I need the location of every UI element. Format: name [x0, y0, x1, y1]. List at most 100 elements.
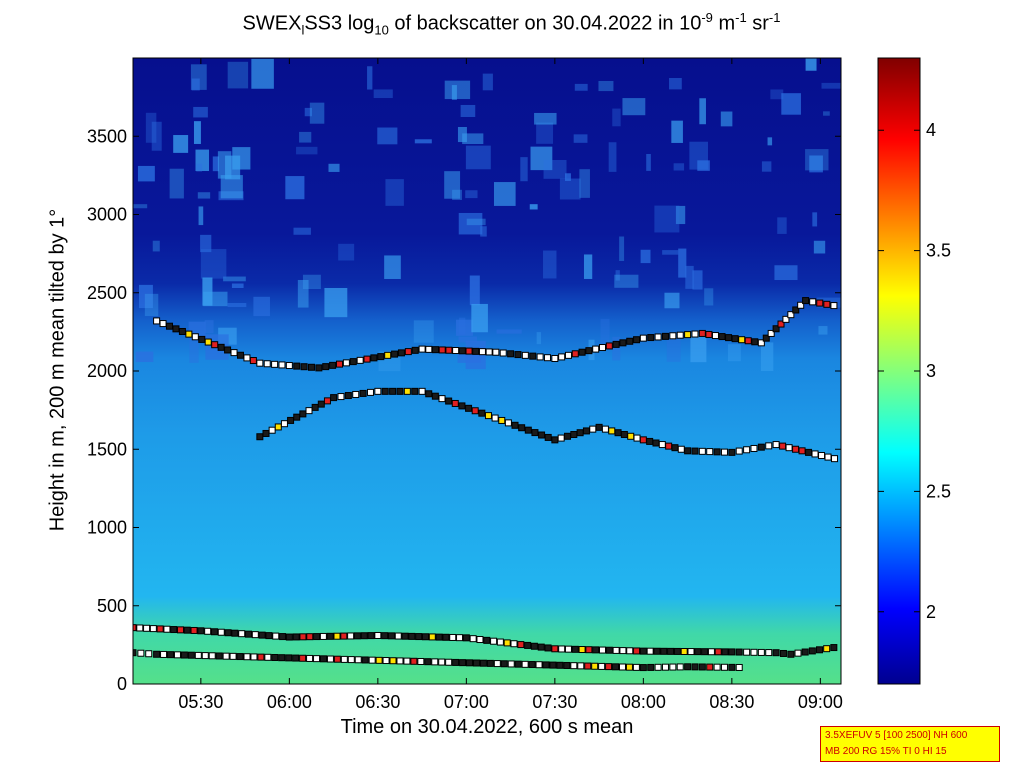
layer-marker: [329, 361, 337, 369]
layer-marker: [626, 337, 634, 345]
layer-marker: [633, 434, 641, 442]
backscatter-patch: [671, 120, 683, 143]
layer-marker: [535, 661, 543, 669]
backscatter-patch: [685, 265, 694, 289]
layer-marker: [374, 387, 382, 395]
layer-marker: [831, 455, 839, 463]
backscatter-patch: [761, 161, 772, 172]
layer-marker: [490, 637, 498, 645]
layer-marker: [537, 643, 545, 651]
y-tick-label: 1000: [87, 518, 127, 538]
layer-marker: [438, 346, 446, 354]
layer-marker: [133, 649, 137, 657]
layer-marker: [792, 445, 800, 453]
layer-marker: [229, 652, 237, 660]
layer-marker: [493, 660, 501, 668]
layer-marker: [387, 632, 395, 640]
layer-marker: [435, 633, 443, 641]
layer-marker: [504, 419, 512, 427]
layer-marker: [735, 663, 743, 671]
layer-marker: [728, 648, 736, 656]
layer-marker: [285, 654, 293, 662]
layer-marker: [691, 663, 699, 671]
layer-marker: [353, 632, 361, 640]
layer-marker: [178, 327, 186, 335]
layer-marker: [524, 641, 532, 649]
layer-marker: [360, 632, 368, 640]
layer-marker: [725, 334, 733, 342]
colorbar-tick-label: 3.5: [926, 241, 951, 261]
layer-marker: [536, 353, 544, 361]
backscatter-patch: [573, 134, 588, 143]
backscatter-patch: [619, 236, 625, 261]
backscatter-patch: [251, 58, 274, 89]
layer-marker: [173, 651, 181, 659]
layer-marker: [201, 652, 209, 660]
layer-marker: [612, 663, 620, 671]
colorbar-tick-label: 2.5: [926, 481, 951, 501]
backscatter-patch: [777, 217, 787, 234]
layer-marker: [210, 628, 218, 636]
backscatter-patch: [231, 283, 244, 289]
layer-marker: [698, 329, 706, 337]
backscatter-patch: [203, 291, 228, 307]
layer-marker: [605, 663, 613, 671]
layer-marker: [707, 648, 715, 656]
layer-marker: [818, 452, 826, 460]
backscatter-patch: [465, 145, 491, 170]
layer-marker: [639, 334, 647, 342]
layer-marker: [500, 660, 508, 668]
layer-marker: [363, 355, 371, 363]
layer-marker: [661, 332, 669, 340]
layer-marker: [667, 647, 675, 655]
layer-marker: [293, 413, 301, 421]
layer-marker: [336, 360, 343, 368]
backscatter-patch: [253, 296, 270, 317]
layer-marker: [367, 632, 375, 640]
backscatter-patch: [471, 303, 488, 333]
layer-marker: [676, 663, 684, 671]
layer-marker: [478, 348, 486, 356]
backscatter-patch: [223, 276, 246, 282]
backscatter-patch: [460, 104, 476, 118]
layer-marker: [198, 335, 206, 343]
layer-marker: [570, 662, 578, 670]
layer-marker: [347, 656, 355, 664]
layer-marker: [738, 336, 746, 344]
layer-marker: [217, 628, 225, 636]
layer-marker: [779, 649, 787, 657]
layer-marker: [498, 416, 506, 424]
backscatter-patch: [138, 284, 153, 309]
layer-marker: [417, 657, 425, 665]
layer-marker: [183, 626, 191, 634]
layer-marker: [714, 648, 722, 656]
backscatter-patch: [444, 171, 461, 199]
layer-marker: [647, 334, 655, 342]
layer-marker: [514, 660, 522, 668]
x-tick-label: 08:30: [709, 692, 754, 712]
layer-marker: [476, 636, 484, 644]
layer-marker: [258, 631, 266, 639]
layer-marker: [354, 656, 362, 664]
layer-marker: [404, 348, 412, 356]
layer-marker: [285, 362, 293, 370]
layer-marker: [326, 655, 334, 663]
layer-marker: [249, 357, 257, 365]
backscatter-patch: [530, 146, 553, 171]
backscatter-patch: [220, 175, 243, 199]
layer-marker: [647, 663, 655, 671]
layer-marker: [300, 363, 308, 371]
backscatter-patch: [212, 156, 220, 172]
backscatter-patch: [373, 89, 393, 99]
layer-marker: [432, 346, 440, 354]
layer-marker: [471, 407, 479, 415]
colorbar-tick-label: 2: [926, 602, 936, 622]
layer-marker: [285, 633, 293, 641]
backscatter-patch: [760, 342, 774, 371]
layer-marker: [236, 351, 244, 359]
backscatter-patch: [227, 302, 247, 308]
layer-marker: [669, 663, 677, 671]
layer-marker: [469, 635, 477, 643]
layer-marker: [713, 448, 721, 456]
backscatter-patch: [144, 293, 159, 317]
